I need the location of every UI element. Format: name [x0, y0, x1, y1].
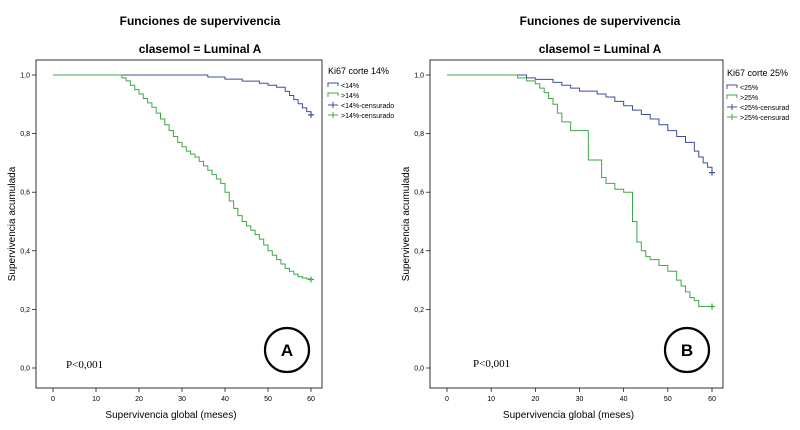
x-axis-title: Supervivencia global (meses): [503, 410, 634, 421]
legend-label: <14%: [341, 83, 359, 90]
x-tick-label: 50: [264, 396, 272, 403]
legend-title: Ki67 corte 25%: [727, 68, 788, 78]
legend-label: >14%-censurado: [341, 113, 394, 120]
y-tick-label: 0,4: [414, 248, 424, 255]
censor-mark-low: [308, 111, 314, 118]
x-tick-label: 60: [708, 396, 716, 403]
legend-swatch: [327, 82, 339, 87]
chart-panel-a: Funciones de supervivencia clasemol = Lu…: [7, 14, 394, 421]
chart-title: Funciones de supervivencia: [519, 14, 681, 28]
legend-censor-swatch: [727, 104, 737, 110]
legend-censor-swatch: [328, 102, 338, 108]
x-tick-label: 60: [307, 396, 315, 403]
legend-label: >25%-censurad: [740, 115, 789, 122]
x-tick-label: 0: [445, 396, 449, 403]
legend-censor-swatch: [328, 112, 338, 118]
p-value-annotation: P<0,001: [66, 359, 103, 371]
y-tick-label: 0,8: [414, 131, 424, 138]
y-tick-label: 0,6: [20, 190, 30, 197]
x-tick-label: 30: [178, 396, 186, 403]
x-tick-label: 40: [620, 396, 628, 403]
chart-subtitle: clasemol = Luminal A: [538, 42, 662, 56]
x-tick-label: 30: [576, 396, 584, 403]
plot-frame: [429, 59, 724, 389]
panel-badge-circle: [663, 326, 711, 374]
survival-curve-high: [53, 74, 312, 280]
y-tick-label: 1,0: [20, 73, 30, 80]
panel-badge-circle: [263, 326, 311, 374]
survival-chart-b: 0 10 20 30 40 50 60 0,0 0,2 0,4 0,6 0,8 1,0 Supervive…: [401, 59, 789, 421]
survival-curve-high: [447, 74, 712, 307]
y-tick-label: 0,0: [20, 366, 30, 373]
x-tick-label: 20: [135, 396, 143, 403]
x-tick-label: 0: [51, 396, 55, 403]
legend-swatch: [726, 94, 738, 99]
p-value-annotation: P<0,001: [473, 358, 510, 370]
x-axis-title: Supervivencia global (meses): [105, 410, 236, 421]
y-tick-label: 0,0: [414, 366, 424, 373]
chart-title: Funciones de supervivencia: [119, 14, 281, 28]
y-tick-label: 1,0: [414, 73, 424, 80]
legend-label: >25%: [740, 95, 758, 102]
censor-mark-high: [709, 303, 715, 310]
y-tick-label: 0,6: [414, 190, 424, 197]
x-tick-label: 20: [531, 396, 539, 403]
x-tick-label: 50: [664, 396, 672, 403]
legend-title: Ki67 corte 14%: [328, 66, 389, 76]
legend-swatch: [726, 84, 738, 89]
legend-label: <25%-censurad: [740, 105, 789, 112]
legend-label: >14%: [341, 93, 359, 100]
legend-censor-swatch: [727, 114, 737, 120]
legend-label: <14%-censurado: [341, 103, 394, 110]
censor-mark-low: [709, 169, 715, 176]
y-tick-label: 0,2: [414, 307, 424, 314]
y-tick-label: 0,4: [20, 248, 30, 255]
survival-curve-low: [53, 74, 312, 115]
x-tick-label: 10: [487, 396, 495, 403]
panel-badge-letter: A: [281, 341, 293, 360]
chart-panel-b: Funciones de supervivencia clasemol = Lu…: [400, 0, 800, 430]
survival-curve-low: [447, 74, 713, 173]
y-tick-label: 0,8: [20, 131, 30, 138]
y-axis-title: Supervivencia acumulada: [7, 166, 18, 281]
survival-chart-a: 0 10 20 30 40 50 60 0,0 0,2 0,4 0,6 0,8 1,0 Supervive…: [7, 59, 394, 421]
plot-frame: [35, 59, 323, 389]
chart-subtitle: clasemol = Luminal A: [138, 42, 262, 56]
panel-badge-letter: B: [681, 341, 693, 360]
y-tick-label: 0,2: [20, 307, 30, 314]
x-tick-label: 40: [221, 396, 229, 403]
y-axis-title: Supervivencia acumulada: [401, 166, 412, 281]
legend-label: <25%: [740, 85, 758, 92]
x-tick-label: 10: [92, 396, 100, 403]
censor-mark-high: [308, 276, 314, 283]
legend-swatch: [327, 92, 339, 97]
